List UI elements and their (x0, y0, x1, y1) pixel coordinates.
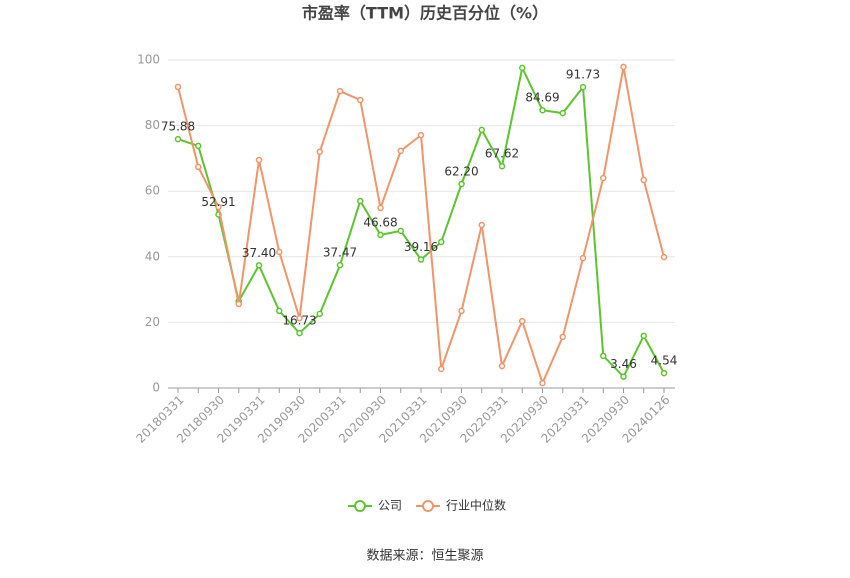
point (195, 142, 202, 150)
legend-marker (354, 500, 366, 512)
point (539, 379, 546, 387)
y-tick-label: 40 (145, 249, 160, 263)
point (498, 362, 506, 370)
data-label: 16.73 (282, 314, 316, 328)
point (174, 135, 182, 143)
y-tick-label: 80 (145, 118, 160, 132)
point (559, 109, 566, 117)
point (519, 64, 526, 72)
legend-marker (422, 500, 435, 512)
point (296, 329, 303, 337)
y-tick-label: 0 (152, 381, 160, 395)
point (336, 261, 344, 269)
data-label: 39.16 (404, 240, 438, 254)
point (336, 87, 344, 95)
legend-label: 公司 (378, 499, 402, 513)
point (417, 256, 425, 263)
point (620, 63, 627, 71)
point (215, 203, 222, 211)
point (519, 317, 526, 325)
point (417, 131, 425, 139)
data-label: 4.54 (651, 354, 678, 368)
data-label: 46.68 (363, 215, 397, 229)
point (660, 369, 668, 377)
point (579, 83, 587, 91)
point (438, 365, 445, 373)
point (316, 148, 323, 156)
point (377, 231, 384, 239)
point (438, 238, 445, 246)
point (195, 163, 202, 171)
point (255, 156, 263, 164)
y-tick-label: 100 (137, 53, 160, 67)
point (357, 96, 364, 104)
chart-title: 市盈率（TTM）历史百分位（%） (302, 4, 548, 23)
point (458, 180, 465, 188)
data-label: 3.46 (610, 357, 637, 371)
y-tick-label: 60 (145, 184, 160, 198)
point (174, 83, 182, 91)
point (316, 310, 323, 318)
legend-label: 行业中位数 (446, 498, 506, 513)
point (640, 176, 647, 184)
data-label: 37.47 (323, 246, 357, 260)
y-tick-label: 20 (145, 315, 160, 329)
point (640, 332, 647, 340)
point (498, 162, 506, 170)
point (397, 227, 404, 235)
point (296, 314, 303, 322)
point (458, 307, 465, 315)
point (600, 174, 607, 182)
point (255, 262, 263, 269)
point (276, 307, 283, 315)
point (620, 373, 627, 380)
point (478, 221, 485, 229)
series-line (177, 66, 665, 386)
data-label: 37.40 (242, 246, 276, 260)
data-label: 62.20 (444, 164, 478, 178)
point (478, 126, 485, 134)
point (579, 254, 587, 262)
data-label: 67.62 (485, 147, 519, 161)
point (600, 352, 607, 360)
point (235, 300, 242, 308)
point (660, 253, 668, 261)
point (377, 204, 384, 212)
point (559, 333, 566, 341)
data-label: 75.88 (161, 120, 195, 134)
data-label: 84.69 (525, 91, 559, 105)
point (539, 106, 546, 114)
data-label: 52.91 (201, 195, 235, 209)
point (397, 147, 404, 155)
data-label: 91.73 (566, 68, 600, 82)
point (357, 197, 364, 205)
source: 数据来源：恒生聚源 (366, 549, 483, 564)
point (276, 248, 283, 256)
